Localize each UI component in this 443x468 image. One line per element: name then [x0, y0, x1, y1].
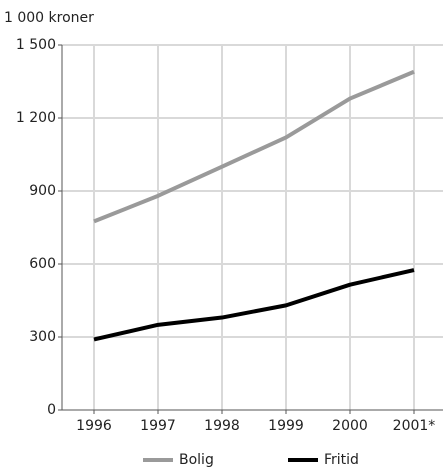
- y-tick-label: 1 200: [16, 110, 56, 126]
- y-tick-label: 1 500: [16, 37, 56, 53]
- data-line: [93, 69, 415, 224]
- x-tick-label: 1999: [268, 418, 304, 434]
- y-tick-label: 300: [29, 329, 56, 345]
- legend-label: Fritid: [324, 452, 359, 468]
- x-tick-label: 1996: [76, 418, 112, 434]
- y-axis-label: 1 000 kroner: [4, 10, 94, 26]
- y-tick-label: 0: [47, 402, 56, 418]
- y-tick-label: 900: [29, 183, 56, 199]
- legend-label: Bolig: [179, 452, 214, 468]
- x-tick-label: 2001*: [393, 418, 436, 434]
- x-tick-label: 1997: [140, 418, 176, 434]
- data-line: [93, 268, 415, 342]
- x-tick-label: 2000: [332, 418, 368, 434]
- y-tick-label: 600: [29, 256, 56, 272]
- x-tick-label: 1998: [204, 418, 240, 434]
